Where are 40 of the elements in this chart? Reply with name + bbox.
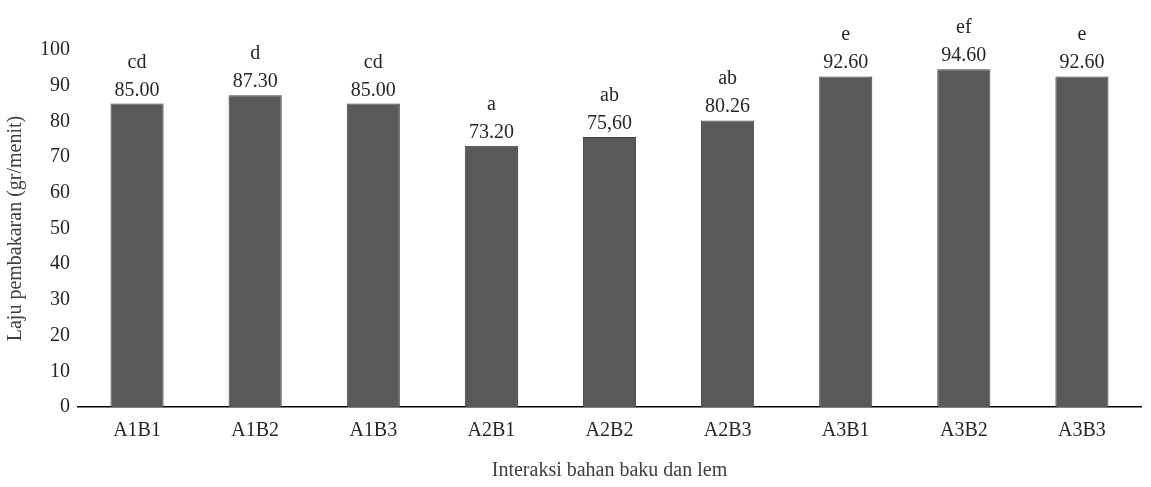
- annotation: d: [250, 41, 261, 64]
- data-label: 92.60: [823, 50, 869, 73]
- x-tick-label: A1B1: [113, 418, 161, 441]
- y-tick-label: 90: [50, 72, 70, 95]
- y-tick-label: 20: [50, 322, 70, 345]
- annotation: ab: [718, 66, 738, 89]
- x-tick-label: A2B3: [703, 418, 752, 441]
- y-tick-label: 80: [50, 108, 70, 131]
- annotation: ef: [956, 15, 972, 38]
- x-axis-title: Interaksi bahan baku dan lem: [491, 458, 728, 481]
- x-tick-label: A3B3: [1058, 418, 1106, 441]
- data-label: 94.60: [941, 43, 987, 66]
- data-label: 75,60: [587, 111, 632, 134]
- annotation: cd: [363, 49, 383, 72]
- y-tick-label: 100: [40, 37, 70, 60]
- annotation: cd: [127, 49, 147, 72]
- x-tick-label: A2B1: [467, 418, 516, 441]
- x-tick-label: A2B2: [585, 418, 634, 441]
- y-tick-label: 40: [50, 251, 70, 274]
- y-tick-label: 10: [50, 358, 70, 381]
- y-tick-label: 60: [50, 180, 70, 203]
- data-label: 73.20: [468, 119, 514, 142]
- annotation: e: [1077, 22, 1087, 45]
- y-tick-label: 50: [50, 215, 70, 238]
- x-tick-label: A1B2: [231, 418, 280, 441]
- data-label: 85.00: [114, 77, 160, 100]
- annotation: a: [486, 91, 496, 114]
- y-tick-label: 70: [50, 144, 70, 167]
- data-label: 92.60: [1059, 50, 1105, 73]
- x-tick-label: A3B1: [821, 418, 870, 441]
- y-tick-label: 0: [60, 394, 70, 417]
- annotation: ab: [600, 83, 619, 106]
- data-label: 85.00: [350, 77, 396, 100]
- x-tick-label: A3B2: [939, 418, 988, 441]
- annotation: e: [841, 22, 851, 45]
- y-axis-title: Laju pembakaran (gr/menit): [3, 115, 27, 342]
- data-label: 87.30: [232, 69, 278, 92]
- y-tick-label: 30: [50, 287, 70, 310]
- data-label: 80.26: [705, 94, 751, 117]
- x-tick-label: A1B3: [349, 418, 398, 441]
